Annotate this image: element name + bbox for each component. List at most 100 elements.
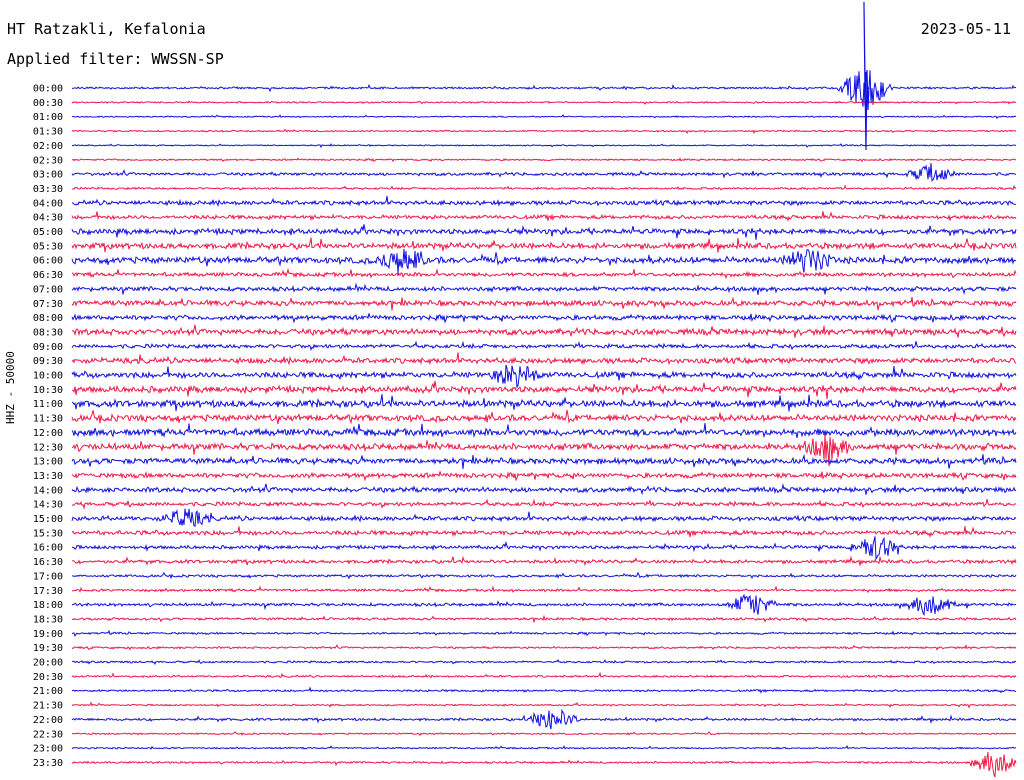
row-label: 07:30	[33, 299, 63, 310]
row-label: 22:00	[33, 715, 63, 726]
row-label: 21:30	[33, 701, 63, 712]
trace-row	[71, 671, 1017, 679]
row-label: 06:00	[33, 256, 63, 267]
trace-row	[72, 629, 1017, 637]
row-label: 06:30	[33, 270, 63, 281]
trace-row	[71, 114, 1017, 120]
trace-row	[71, 340, 1017, 351]
event-spike	[863, 1, 870, 151]
row-label: 14:30	[33, 500, 63, 511]
row-label: 23:30	[33, 758, 63, 769]
trace-row	[71, 157, 1017, 163]
trace-row	[71, 708, 1017, 730]
row-label: 03:00	[33, 170, 63, 181]
row-label: 00:30	[33, 98, 63, 109]
row-label: 01:00	[33, 112, 63, 123]
trace-row	[71, 471, 1017, 482]
filter-label: Applied filter: WWSSN-SP	[7, 50, 224, 68]
row-label: 12:30	[33, 442, 63, 453]
row-label: 13:00	[33, 457, 63, 468]
row-label: 17:00	[33, 571, 63, 582]
row-label: 05:30	[33, 241, 63, 252]
row-label: 16:00	[33, 543, 63, 554]
trace-row	[71, 644, 1017, 651]
trace-row	[71, 593, 1017, 617]
trace-row	[71, 394, 1017, 412]
row-label: 22:30	[33, 729, 63, 740]
trace-row	[71, 536, 1017, 561]
row-label: 17:30	[33, 586, 63, 597]
trace-row	[71, 70, 1017, 107]
row-label: 01:30	[33, 127, 63, 138]
trace-row	[71, 162, 1016, 182]
trace-row	[71, 571, 1017, 580]
row-label: 05:00	[33, 227, 63, 238]
row-label: 18:00	[33, 600, 63, 611]
trace-row	[71, 526, 1017, 538]
trace-row	[71, 423, 1017, 439]
trace-row	[71, 195, 1016, 207]
row-label: 10:30	[33, 385, 63, 396]
row-label: 19:00	[33, 629, 63, 640]
trace-row	[71, 614, 1017, 623]
row-label: 15:30	[33, 528, 63, 539]
trace-row	[71, 313, 1017, 324]
row-label: 07:00	[33, 284, 63, 295]
trace-row	[71, 324, 1017, 338]
row-label: 20:30	[33, 672, 63, 683]
trace-row	[71, 483, 1017, 496]
row-label: 14:00	[33, 485, 63, 496]
row-label: 13:30	[33, 471, 63, 482]
trace-row	[72, 585, 1017, 594]
row-label: 11:00	[33, 399, 63, 410]
row-label: 08:30	[33, 327, 63, 338]
row-label: 03:30	[33, 184, 63, 195]
row-label: 09:00	[33, 342, 63, 353]
trace-row	[71, 453, 1017, 469]
row-label: 23:00	[33, 744, 63, 755]
trace-row	[71, 282, 1017, 295]
trace-row	[71, 686, 1016, 694]
trace-row	[71, 100, 1017, 105]
row-label: 11:30	[33, 414, 63, 425]
trace-row	[71, 267, 1017, 280]
trace-row	[71, 143, 1017, 149]
row-label: 02:30	[33, 155, 63, 166]
trace-row	[71, 555, 1017, 567]
trace-row	[71, 237, 1017, 253]
row-label: 04:00	[33, 198, 63, 209]
row-label: 09:30	[33, 356, 63, 367]
trace-row	[71, 745, 1016, 751]
row-label: 21:00	[33, 686, 63, 697]
row-label: 20:00	[33, 658, 63, 669]
trace-row	[71, 296, 1017, 311]
trace-row	[71, 508, 1017, 528]
row-label: 10:00	[33, 371, 63, 382]
trace-row	[71, 224, 1017, 240]
row-label: 08:00	[33, 313, 63, 324]
trace-row	[71, 701, 1017, 709]
row-label: 19:30	[33, 643, 63, 654]
trace-row	[71, 364, 1017, 389]
trace-row	[71, 731, 1017, 737]
trace-row	[71, 751, 1017, 778]
row-label: 16:30	[33, 557, 63, 568]
trace-row	[71, 211, 1017, 222]
row-label: 00:00	[33, 84, 63, 95]
row-label: 15:00	[33, 514, 63, 525]
trace-row	[71, 433, 1017, 467]
station-title: HT Ratzakli, Kefalonia	[7, 20, 206, 38]
trace-row	[71, 498, 1017, 510]
trace-row	[71, 248, 1017, 274]
trace-row	[71, 184, 1017, 191]
trace-row	[71, 409, 1017, 425]
trace-row	[71, 128, 1017, 135]
row-label: 12:00	[33, 428, 63, 439]
trace-row	[71, 659, 1017, 665]
date-label: 2023-05-11	[920, 20, 1011, 38]
row-label: 18:30	[33, 614, 63, 625]
trace-row	[71, 380, 1017, 400]
row-label: 04:30	[33, 213, 63, 224]
trace-row	[71, 352, 1017, 366]
